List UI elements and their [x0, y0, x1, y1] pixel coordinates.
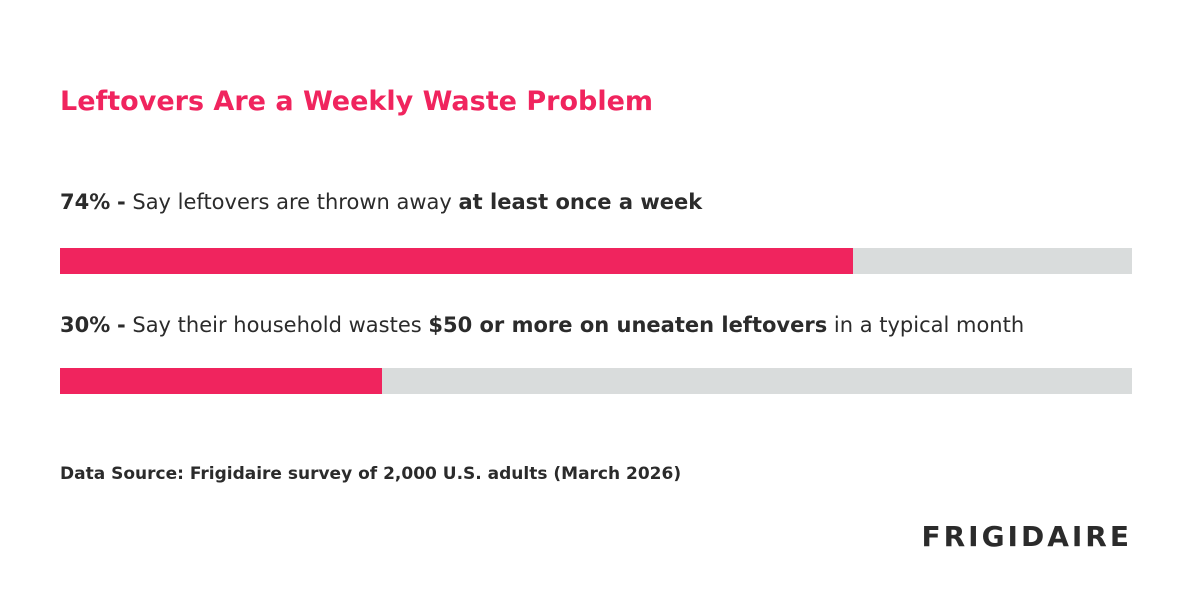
separator: - [116, 313, 126, 337]
bar-label: 30% - Say their household wastes $50 or … [60, 313, 1024, 337]
label-segment: $50 or more on uneaten leftovers [428, 313, 828, 337]
label-segment: Say their household wastes [132, 313, 429, 337]
bar-label: 74% - Say leftovers are thrown away at l… [60, 190, 702, 214]
label-segment: at least once a week [458, 190, 703, 214]
bar-track [60, 368, 1132, 394]
bar [60, 368, 382, 394]
bar-track [60, 248, 1132, 274]
value-label: 30% [60, 313, 111, 337]
value-label: 74% [60, 190, 111, 214]
label-segment: in a typical month [827, 313, 1025, 337]
chart-title: Leftovers Are a Weekly Waste Problem [60, 86, 654, 117]
bar [60, 248, 854, 274]
brand-logo: FRIGIDAIRE [921, 520, 1132, 553]
source-note: Data Source: Frigidaire survey of 2,000 … [60, 464, 682, 484]
label-segment: Say leftovers are thrown away [132, 190, 459, 214]
separator: - [116, 190, 126, 214]
